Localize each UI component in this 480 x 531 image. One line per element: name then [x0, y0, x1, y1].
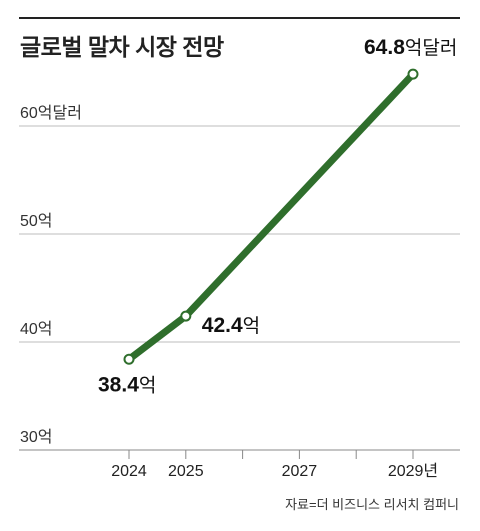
source-note: 자료=더 비즈니스 리서치 컴퍼니 — [285, 497, 459, 512]
x-tick-label-2025: 2025 — [168, 463, 204, 480]
data-point-2025 — [180, 310, 192, 322]
top-rule — [19, 17, 460, 19]
y-tick-label-40: 40억 — [20, 320, 53, 338]
y-tick-label-50: 50억 — [20, 212, 53, 230]
series-line — [125, 70, 417, 363]
data-label-2024: 38.4억 — [98, 373, 156, 396]
data-point-2029 — [407, 68, 419, 80]
chart-title: 글로벌 말차 시장 전망 — [20, 34, 224, 60]
x-tick-label-2029: 2029년 — [388, 462, 438, 480]
data-label-2029: 64.8억달러 — [364, 36, 457, 59]
data-label-2025: 42.4억 — [202, 314, 260, 337]
y-tick-label-30: 30억 — [20, 428, 53, 446]
y-tick-label-60: 60억달러 — [20, 104, 82, 122]
x-tick-label-2027: 2027 — [282, 463, 318, 480]
x-tick-label-2024: 2024 — [111, 463, 147, 480]
data-point-2024 — [123, 353, 135, 365]
